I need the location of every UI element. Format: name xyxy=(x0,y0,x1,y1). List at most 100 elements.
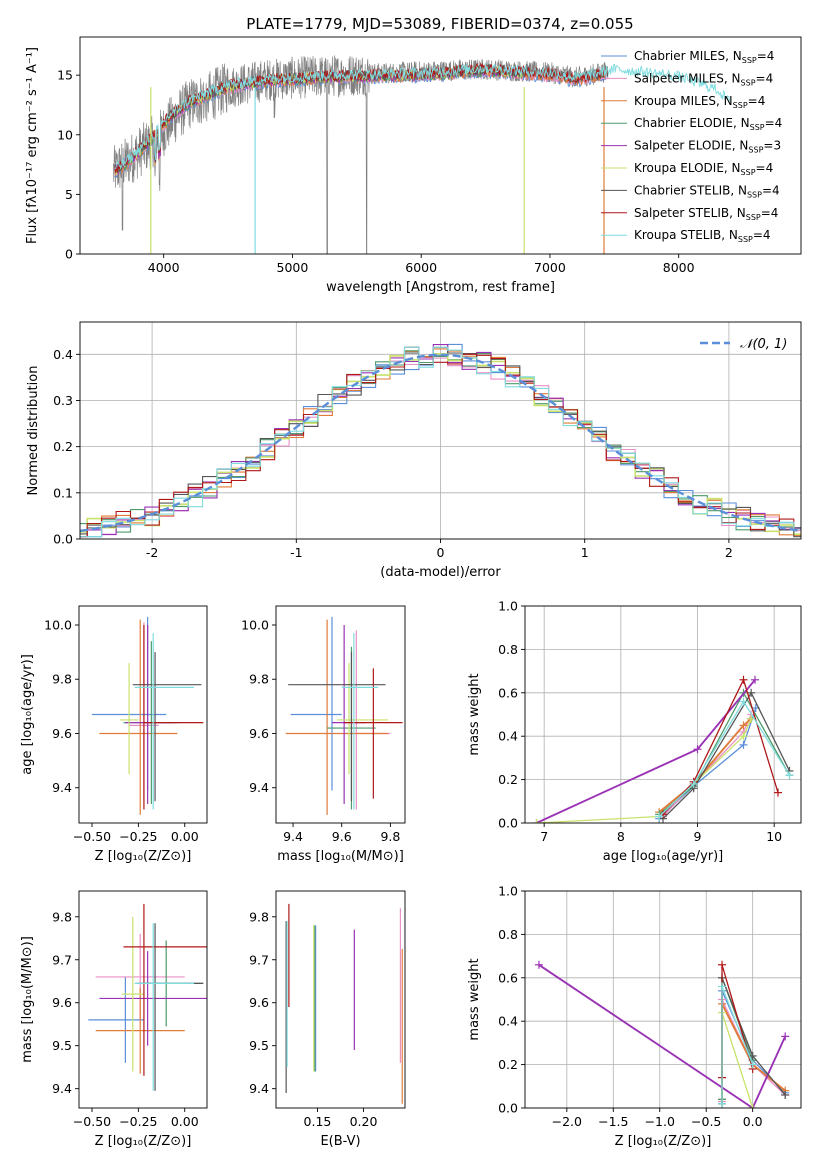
legend-label-tail: =4 xyxy=(756,161,774,175)
x-tick-label: 7 xyxy=(540,829,548,844)
plus-marker xyxy=(748,1051,757,1060)
legend-label: Salpeter ELODIE, NSSP=3 xyxy=(634,139,781,155)
y-tick-label: 0.8 xyxy=(498,927,518,942)
legend-label-tail: =4 xyxy=(748,94,766,108)
age-vs-Z-panel: −0.50 −0.25 0.00 9.4 9.6 9.8 10.0 Z [log₁₀(Z/Z⊙… xyxy=(20,605,208,864)
legend-label-subscript: SSP xyxy=(741,168,756,177)
histogram-line xyxy=(80,346,801,538)
plus-marker xyxy=(785,771,794,780)
errorbars xyxy=(285,903,403,1104)
weight-lines xyxy=(532,675,794,823)
x-axis-label: wavelength [Angstrom, rest frame] xyxy=(326,280,555,295)
histogram-line xyxy=(80,344,801,538)
x-tick-label: 9.8 xyxy=(380,829,400,844)
plot-frame xyxy=(275,605,406,824)
y-tick-label: 0.4 xyxy=(498,1014,518,1029)
y-axis-label: mass weight xyxy=(467,958,482,1040)
legend-label-tail: =4 xyxy=(765,116,783,130)
y-tick-label: 0.0 xyxy=(498,816,518,831)
legend-label-tail: =4 xyxy=(761,206,779,220)
observed-spectrum-line xyxy=(113,55,609,254)
y-tick-label: 0.6 xyxy=(498,970,518,985)
plus-marker xyxy=(718,1099,727,1108)
spectrum-lines xyxy=(113,55,731,254)
x-tick-label: 1 xyxy=(581,545,589,560)
y-tick-label: 0.0 xyxy=(53,532,73,547)
legend-label-text: Salpeter MILES, N xyxy=(634,71,741,85)
y-tick-label: 9.4 xyxy=(249,1081,269,1096)
figure-title: PLATE=1779, MJD=53089, FIBERID=0374, z=0… xyxy=(246,15,633,33)
plus-marker xyxy=(748,1104,757,1108)
legend-label-subscript: SSP xyxy=(748,146,763,155)
x-tick-label: −1.0 xyxy=(645,1114,675,1129)
model-spectrum-line xyxy=(114,62,609,173)
legend-label: Chabrier STELIB, NSSP=4 xyxy=(634,183,780,199)
y-axis-label: Flux [fλ10⁻¹⁷ erg cm⁻² s⁻¹ A⁻¹] xyxy=(25,47,40,244)
histogram-line xyxy=(80,350,801,533)
errorbar-marker xyxy=(288,652,386,802)
weight-series-line xyxy=(721,999,786,1102)
x-tick-label: 8 xyxy=(617,829,625,844)
y-axis-label: age [log₁₀(age/yr)] xyxy=(20,654,35,775)
y-tick-label: 0.2 xyxy=(498,772,518,787)
age-vs-mass-panel: 9.4 9.6 9.8 9.4 9.6 9.8 10.0 mass [log₁₀(M/M⊙)] xyxy=(241,605,406,864)
plus-marker xyxy=(693,745,702,754)
legend-label: Chabrier MILES, NSSP=4 xyxy=(634,49,774,65)
legend-label: 𝒩(0, 1) xyxy=(740,337,787,352)
plot-frame xyxy=(78,890,208,1109)
x-axis-label: Z [log₁₀(Z/Z⊙)] xyxy=(95,1134,192,1149)
legend-label-subscript: SSP xyxy=(741,78,756,87)
legend-label: Salpeter STELIB, NSSP=4 xyxy=(634,206,778,222)
x-tick-label: −1.5 xyxy=(598,1114,628,1129)
y-tick-label: 15 xyxy=(57,68,73,83)
y-tick-label: 9.8 xyxy=(52,909,72,924)
normal-curve-line xyxy=(80,353,799,533)
y-tick-label: 1.0 xyxy=(498,884,518,899)
legend-label-tail: =3 xyxy=(763,139,781,153)
plot-frame xyxy=(524,605,802,824)
errorbars xyxy=(285,616,403,815)
model-spectrum-line xyxy=(114,62,731,170)
errorbar-marker xyxy=(95,987,185,1074)
weight-series-line xyxy=(658,700,791,817)
legend-label-tail: =4 xyxy=(753,228,771,242)
y-tick-label: 9.4 xyxy=(52,780,72,795)
legend-label-tail: =4 xyxy=(762,183,780,197)
errorbar-marker xyxy=(123,903,207,1076)
y-tick-label: 0.2 xyxy=(53,439,73,454)
x-axis-label: E(B-V) xyxy=(320,1134,360,1149)
y-tick-label: 9.8 xyxy=(249,672,269,687)
legend-label-text: Kroupa STELIB, N xyxy=(634,228,738,242)
y-tick-label: 9.6 xyxy=(249,995,269,1010)
x-tick-label: 0.0 xyxy=(743,1114,763,1129)
y-axis-label: mass [log₁₀(M/M⊙)] xyxy=(20,936,35,1063)
x-tick-label: −0.50 xyxy=(73,1114,111,1129)
y-tick-label: 9.8 xyxy=(249,909,269,924)
legend-label: Kroupa ELODIE, NSSP=4 xyxy=(634,161,773,177)
weight-lines xyxy=(534,960,790,1108)
plus-marker xyxy=(689,779,698,788)
errorbar-marker xyxy=(134,633,195,810)
mass-vs-Z-panel: −0.50 −0.25 0.00 9.4 9.5 9.6 9.7 9.8 Z [log₁₀(Z/… xyxy=(20,890,208,1149)
residual-histograms xyxy=(80,343,801,538)
x-tick-label: 8000 xyxy=(663,260,695,275)
plot-frame xyxy=(275,890,406,1109)
x-axis-label: Z [log₁₀(Z/Z⊙)] xyxy=(615,1134,712,1149)
x-tick-label: 0.20 xyxy=(350,1114,378,1129)
x-axis-label: age [log₁₀(age/yr)] xyxy=(603,849,724,864)
x-tick-label: 6000 xyxy=(405,260,437,275)
x-tick-label: 0.00 xyxy=(171,1114,199,1129)
plus-marker xyxy=(718,982,727,991)
y-tick-label: 0.4 xyxy=(498,729,518,744)
weight-vs-age-panel: 7 8 9 10 0.0 0.2 0.4 0.6 0.8 1.0 age [log₁₀(age/yr… xyxy=(467,599,802,864)
x-tick-label: -2 xyxy=(146,545,158,560)
x-tick-label: 7000 xyxy=(534,260,566,275)
y-tick-label: 10.0 xyxy=(44,617,72,632)
errorbars xyxy=(88,903,207,1091)
y-tick-label: 10.0 xyxy=(241,617,269,632)
legend-label-subscript: SSP xyxy=(746,213,761,222)
plus-marker xyxy=(718,960,727,969)
x-tick-label: 9.4 xyxy=(283,829,303,844)
plus-marker xyxy=(774,788,782,797)
plus-marker xyxy=(739,697,748,706)
